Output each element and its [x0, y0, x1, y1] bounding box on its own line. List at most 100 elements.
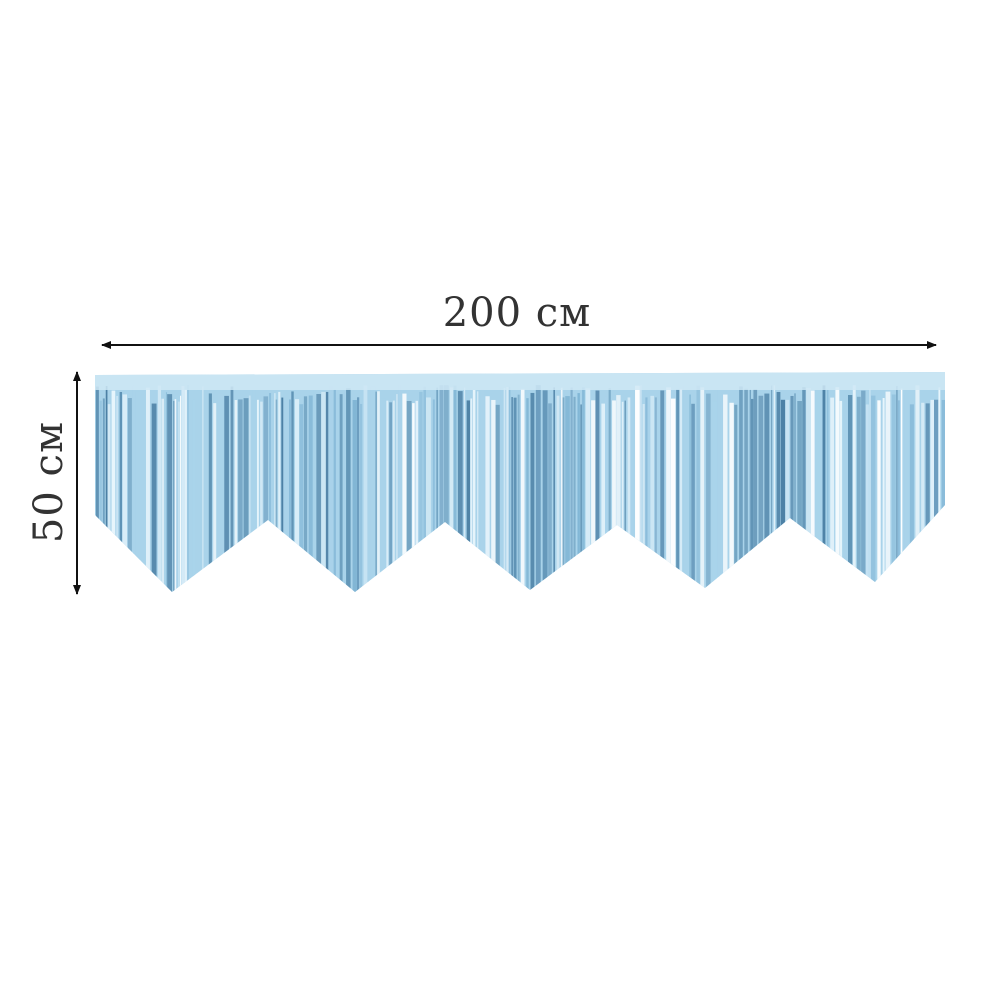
fringe-strand — [230, 386, 234, 592]
fringe-strand — [263, 396, 269, 592]
fringe-strand — [238, 399, 243, 592]
fringe-strand — [542, 390, 548, 592]
fringe-strand — [852, 385, 856, 592]
fringe-strand — [654, 397, 657, 592]
fringe-strand — [660, 390, 665, 592]
fringe-strand — [401, 394, 403, 592]
fringe-strand — [565, 396, 570, 592]
fringe-strand — [111, 390, 116, 592]
fringe-strand — [560, 387, 563, 592]
fringe-strand — [806, 388, 811, 592]
fringe-strand — [530, 392, 535, 592]
fringe-strand — [511, 397, 513, 592]
fringe-strand — [325, 391, 329, 592]
fringe-strand — [934, 399, 939, 592]
fringe-strand — [256, 399, 259, 592]
fringe-strand — [271, 399, 273, 592]
fringe-strand — [184, 389, 187, 592]
fringe-strand — [612, 400, 616, 592]
fringe-strand — [734, 404, 738, 592]
fringe-strand — [585, 388, 591, 592]
fringe-strand — [535, 385, 541, 592]
fringe-strand — [457, 391, 463, 592]
fringe-strand — [308, 395, 313, 592]
fringe-strand — [621, 401, 624, 592]
fringe-strand — [370, 386, 376, 592]
fringe-strand — [234, 400, 238, 592]
fringe-strand — [415, 400, 419, 592]
fringe-strand — [105, 386, 108, 592]
fringe-strand — [316, 393, 322, 592]
fringe-strand — [202, 386, 204, 592]
fringe-strand — [119, 392, 123, 592]
fringe-strand — [449, 387, 454, 592]
fringe-strand — [321, 391, 326, 592]
fringe-strand — [402, 393, 407, 592]
fringe-strand — [570, 387, 573, 592]
fringe-strand — [177, 401, 180, 592]
fringe-strand — [396, 394, 398, 592]
fringe-strand — [294, 399, 300, 592]
fringe-strand — [213, 403, 217, 592]
fringe-strand — [500, 387, 504, 592]
fringe-strand — [174, 399, 177, 592]
fringe-strand — [909, 404, 914, 592]
fringe-strand — [419, 391, 423, 592]
fringe-strand — [749, 389, 751, 592]
fringe-strand — [165, 392, 167, 592]
fringe-strand — [605, 396, 608, 592]
fringe-strand — [495, 404, 500, 592]
fringe-strand — [630, 393, 634, 592]
fringe-strand — [869, 388, 871, 592]
fringe-strand — [861, 390, 866, 592]
fringe-strand — [785, 399, 790, 592]
fringe-strand — [389, 402, 393, 592]
fringe-strand — [224, 395, 229, 592]
fringe-strand — [359, 403, 363, 592]
fringe-strand — [480, 389, 485, 592]
fringe-strand — [794, 393, 796, 592]
fringe-strand — [810, 390, 815, 592]
fringe-strand — [847, 395, 853, 592]
fringe-strand — [436, 387, 438, 592]
fringe-strand — [771, 385, 773, 592]
fringe-strand — [595, 390, 600, 592]
fringe-strand — [856, 396, 861, 592]
fringe-strand — [802, 387, 806, 592]
fringe-strand — [127, 398, 132, 592]
fringe-strand — [635, 385, 640, 592]
fringe-strand — [548, 403, 552, 592]
fringe-strand — [278, 391, 281, 592]
fringe-strand — [116, 395, 119, 592]
fringe-strand — [466, 400, 470, 592]
fringe-strand — [580, 404, 582, 592]
fringe-strand — [260, 401, 263, 592]
fringe-strand — [729, 402, 734, 592]
fringe-strand — [141, 394, 146, 592]
fringe-strand — [189, 394, 192, 592]
fringe-strand — [289, 399, 291, 592]
fringe-strand — [102, 398, 105, 592]
fringe-strand — [92, 396, 95, 616]
fringe-strand — [187, 385, 189, 592]
fringe-strand — [640, 385, 642, 592]
fringe-strand — [329, 386, 333, 592]
fringe-strand — [938, 387, 941, 592]
fringe-strand — [717, 389, 720, 592]
fringe-strand — [830, 397, 835, 592]
fringe-strand — [425, 397, 431, 592]
fringe-strand — [368, 390, 370, 592]
fringe-strand — [925, 403, 930, 592]
fringe-strand — [706, 393, 711, 592]
fringe-strand — [758, 395, 764, 592]
fringe-strand — [503, 387, 506, 592]
fringe-strand — [739, 386, 743, 592]
fringe-strand — [773, 385, 776, 592]
fringe-strand — [443, 385, 449, 592]
fringe-strand — [679, 388, 683, 592]
fringe-strand — [380, 398, 386, 592]
fringe-strand — [284, 401, 289, 592]
fringe-strand — [132, 385, 135, 592]
fringe-strand — [342, 391, 345, 592]
